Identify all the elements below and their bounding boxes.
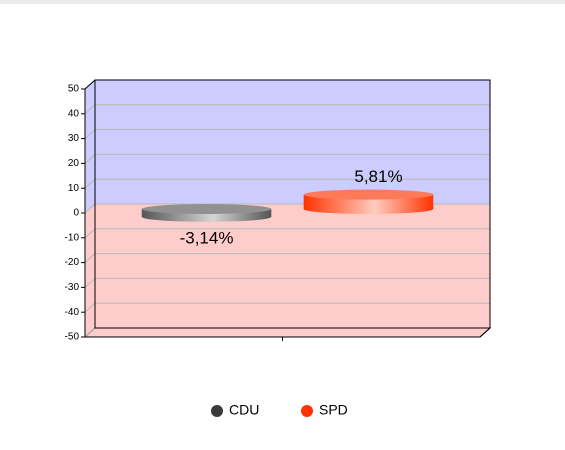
y-tick-label: 30 <box>68 133 80 144</box>
side-grid-line <box>84 327 96 338</box>
y-tick-label: 0 <box>73 208 79 219</box>
bar-top <box>303 189 434 200</box>
top-strip <box>0 0 565 4</box>
y-tick-label: -50 <box>65 332 80 343</box>
side-frame <box>84 79 491 338</box>
y-tick-label: -30 <box>65 282 80 293</box>
y-tick-label: 10 <box>68 183 80 194</box>
side-grid-line <box>84 228 96 239</box>
legend-label: SPD <box>319 402 348 418</box>
y-tick-label: 20 <box>68 158 80 169</box>
side-grid-line <box>84 178 96 189</box>
legend-marker <box>301 405 313 417</box>
side-grid-line <box>84 253 96 263</box>
side-grid-line <box>84 302 96 313</box>
side-grid-line <box>84 203 96 214</box>
back-wall-negative <box>95 204 490 328</box>
side-grid-line <box>84 154 96 164</box>
legend-marker <box>211 405 223 417</box>
y-tick-label: 50 <box>68 84 80 95</box>
y-tick-label: 40 <box>68 108 80 119</box>
value-label: -3,14% <box>180 228 234 247</box>
y-tick-label: -10 <box>65 232 80 243</box>
value-label: 5,81% <box>354 167 402 186</box>
side-wall-positive <box>85 80 95 213</box>
side-grid-line <box>84 278 96 288</box>
y-tick-label: -40 <box>65 307 80 318</box>
side-wall-negative <box>85 204 95 337</box>
y-tick-label: -20 <box>65 257 80 268</box>
bar-top <box>141 204 272 214</box>
side-grid-line <box>84 129 96 139</box>
side-grid-line <box>84 104 96 115</box>
back-wall-positive <box>95 80 490 204</box>
back-frame <box>94 79 491 329</box>
legend-label: CDU <box>229 402 259 418</box>
floor <box>83 327 492 338</box>
